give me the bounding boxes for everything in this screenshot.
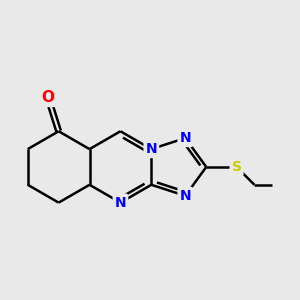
Text: N: N <box>179 189 191 203</box>
Text: N: N <box>146 142 157 156</box>
Text: N: N <box>179 131 191 145</box>
Text: N: N <box>115 196 126 210</box>
Text: O: O <box>41 90 54 105</box>
Text: S: S <box>232 160 242 174</box>
